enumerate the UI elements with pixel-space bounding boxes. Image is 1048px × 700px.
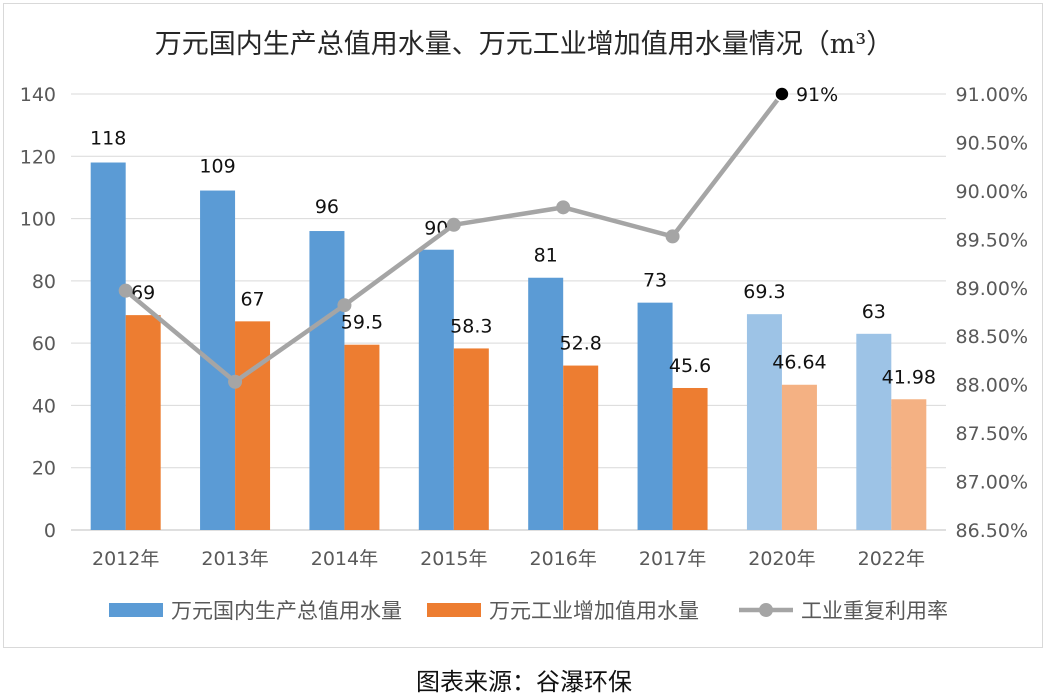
x-tick-label: 2015年 <box>420 548 487 570</box>
x-tick-label: 2020年 <box>748 548 815 570</box>
y-right-tick-label: 88.00% <box>956 375 1028 397</box>
y-right-tick-label: 89.50% <box>956 229 1028 251</box>
industry-water-bar <box>563 365 599 530</box>
reuse-rate-point <box>228 374 243 389</box>
y-right-tick-label: 91.00% <box>956 84 1028 106</box>
y-left-tick-label: 120 <box>20 146 56 168</box>
chart-title: 万元国内生产总值用水量、万元工业增加值用水量情况（m³） <box>155 29 893 60</box>
industry-water-bar <box>891 399 927 530</box>
gdp-water-data-label: 81 <box>534 245 558 267</box>
gdp-water-bar <box>637 302 673 530</box>
gdp-water-bar <box>856 333 892 530</box>
x-tick-label: 2014年 <box>311 548 378 570</box>
y-left-tick-label: 40 <box>32 395 56 417</box>
gdp-water-bar <box>200 190 236 531</box>
industry-water-data-label: 52.8 <box>560 333 602 355</box>
industry-water-data-label: 67 <box>240 288 264 310</box>
legend-gdp-water-label: 万元国内生产总值用水量 <box>171 599 402 623</box>
industry-water-bar <box>235 321 271 530</box>
industry-water-bar <box>344 344 380 530</box>
gdp-water-data-label: 63 <box>862 301 886 323</box>
reuse-rate-point <box>337 298 352 313</box>
gdp-water-bar <box>309 231 345 530</box>
industry-water-data-label: 58.3 <box>450 315 492 337</box>
reuse-rate-point <box>556 200 571 215</box>
y-right-tick-label: 87.00% <box>956 472 1028 494</box>
industry-water-data-label: 59.5 <box>341 312 383 334</box>
x-tick-label: 2017年 <box>639 548 706 570</box>
gdp-water-data-label: 109 <box>199 156 235 178</box>
reuse-rate-point <box>446 217 461 232</box>
industry-water-data-label: 45.6 <box>669 355 711 377</box>
industry-water-data-label: 41.98 <box>882 366 936 388</box>
industry-water-bar <box>672 387 708 530</box>
y-left-tick-label: 80 <box>32 271 56 293</box>
y-right-tick-label: 86.50% <box>956 520 1028 542</box>
gdp-water-bar <box>528 277 564 530</box>
chart-source: 图表来源：谷瀑环保 <box>416 668 632 696</box>
y-left-tick-label: 0 <box>44 520 56 542</box>
x-tick-label: 2013年 <box>201 548 268 570</box>
chart-frame: 万元国内生产总值用水量、万元工业增加值用水量情况（m³） 0 20 40 60 80 100… <box>3 3 1043 648</box>
legend-gdp-water-swatch <box>109 603 163 617</box>
legend-industry-water-label: 万元工业增加值用水量 <box>489 599 699 623</box>
y-right-tick-label: 89.00% <box>956 278 1028 300</box>
y-left-tick-label: 100 <box>20 209 56 231</box>
y-left-tick-label: 140 <box>20 84 56 106</box>
y-right-tick-label: 87.50% <box>956 423 1028 445</box>
chart-svg: 万元国内生产总值用水量、万元工业增加值用水量情况（m³） 0 20 40 60 80 100… <box>20 29 1028 623</box>
x-tick-label: 2022年 <box>858 548 925 570</box>
reuse-rate-point <box>665 229 680 244</box>
gdp-water-data-label: 96 <box>315 196 339 218</box>
legend-industry-water-swatch <box>427 603 481 617</box>
reuse-rate-point <box>118 283 133 298</box>
industry-water-bar <box>781 384 817 530</box>
x-tick-label: 2012年 <box>92 548 159 570</box>
y-right-tick-label: 88.50% <box>956 326 1028 348</box>
reuse-rate-point <box>774 86 790 102</box>
legend-reuse-rate-marker <box>759 603 773 617</box>
gdp-water-bar <box>418 249 454 530</box>
gdp-water-data-label: 73 <box>643 270 667 292</box>
gdp-water-bar <box>746 314 782 530</box>
gdp-water-data-label: 69.3 <box>743 281 785 303</box>
x-tick-label: 2016年 <box>530 548 597 570</box>
y-right-tick-label: 90.50% <box>956 132 1028 154</box>
industry-water-bar <box>453 348 489 530</box>
reuse-rate-data-label: 91% <box>796 84 838 106</box>
industry-water-data-label: 46.64 <box>772 352 826 374</box>
legend-reuse-rate-label: 工业重复利用率 <box>801 599 948 623</box>
y-right-tick-label: 90.00% <box>956 181 1028 203</box>
gdp-water-bar <box>90 162 126 530</box>
industry-water-bar <box>125 315 161 530</box>
gdp-water-data-label: 118 <box>90 128 126 150</box>
y-left-tick-label: 60 <box>32 333 56 355</box>
y-left-tick-label: 20 <box>32 458 56 480</box>
